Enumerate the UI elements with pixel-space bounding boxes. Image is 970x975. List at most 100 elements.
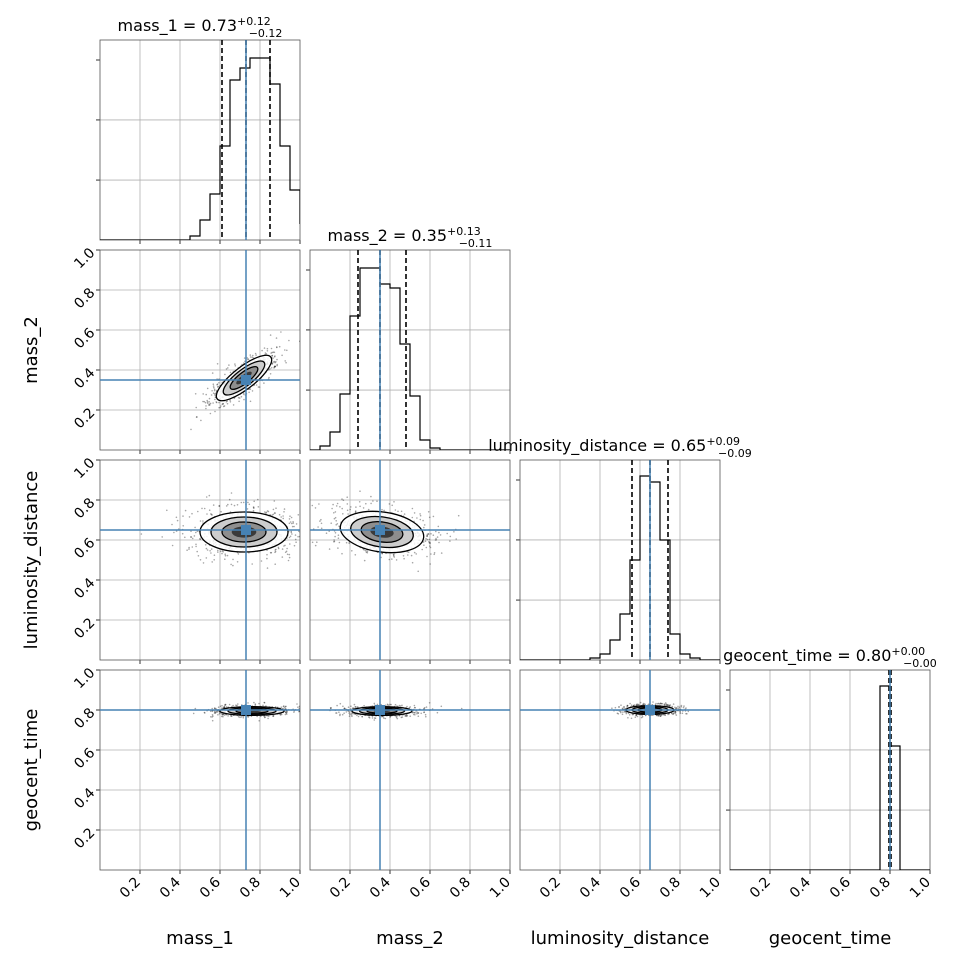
sample-point <box>252 507 255 509</box>
sample-point <box>311 504 314 507</box>
sample-point <box>222 551 224 553</box>
contour-line <box>210 516 278 548</box>
sample-point <box>251 390 254 392</box>
sample-point <box>346 503 349 505</box>
sample-point <box>351 712 354 715</box>
sample-point <box>372 500 374 502</box>
sample-point <box>674 712 677 715</box>
sample-point <box>395 559 398 561</box>
sample-point <box>361 716 364 718</box>
sample-point <box>659 715 662 717</box>
truth-marker <box>375 525 385 535</box>
y-tick-label: 0.6 <box>71 745 98 772</box>
sample-point <box>349 508 352 511</box>
sample-point <box>423 711 425 714</box>
sample-point <box>298 710 300 712</box>
sample-point <box>270 347 273 350</box>
sample-point <box>298 530 300 532</box>
sample-point <box>249 400 252 403</box>
sample-point <box>432 515 435 518</box>
sample-point <box>446 532 449 535</box>
sample-point <box>161 536 163 538</box>
sample-point <box>399 705 402 707</box>
sample-point <box>373 719 376 721</box>
sample-point <box>254 703 257 705</box>
sample-point <box>636 704 638 706</box>
sample-point <box>266 557 268 560</box>
sample-point <box>276 358 278 361</box>
sample-point <box>334 532 337 534</box>
sample-point <box>363 704 365 707</box>
sample-point <box>630 704 633 706</box>
sample-point <box>251 563 253 565</box>
sample-point <box>248 391 250 394</box>
sample-point <box>284 551 287 554</box>
sample-point <box>223 705 226 708</box>
sample-point <box>214 410 216 413</box>
sample-point <box>346 509 349 512</box>
sample-point <box>269 551 272 554</box>
sample-point <box>238 400 240 403</box>
sample-point <box>346 496 349 499</box>
sample-point <box>279 713 281 716</box>
sample-point <box>373 702 376 705</box>
sample-point <box>644 714 647 717</box>
sample-point <box>210 548 213 550</box>
sample-point <box>351 715 353 718</box>
sample-point <box>672 713 674 716</box>
sample-point <box>298 710 300 713</box>
sample-point <box>253 500 255 503</box>
sample-point <box>397 510 399 513</box>
sample-point <box>281 354 283 357</box>
sample-point <box>658 714 660 717</box>
sample-point <box>338 525 340 527</box>
sample-point <box>389 703 391 706</box>
sample-point <box>266 567 269 569</box>
sample-point <box>339 702 342 705</box>
sample-point <box>246 357 249 359</box>
sample-point <box>221 713 224 716</box>
sample-point <box>349 713 351 716</box>
sample-point <box>430 533 432 535</box>
sample-point <box>348 712 351 715</box>
sample-point <box>224 704 226 706</box>
sample-point <box>332 503 334 506</box>
sample-point <box>388 503 391 505</box>
sample-point <box>335 520 338 522</box>
sample-point <box>247 501 249 504</box>
sample-point <box>623 711 626 713</box>
sample-point <box>314 507 317 509</box>
sample-point <box>267 510 270 513</box>
sample-point <box>243 357 246 359</box>
sample-point <box>277 546 280 549</box>
x-tick-label: 0.2 <box>117 874 144 901</box>
sample-point <box>628 714 631 716</box>
sample-point <box>675 706 678 709</box>
sample-point <box>683 705 685 707</box>
xlabel-geocent-time: geocent_time <box>769 928 892 949</box>
sample-point <box>213 712 216 714</box>
sample-point <box>664 714 666 717</box>
truth-marker <box>241 525 251 535</box>
joint-mass-2-luminosity-distance <box>310 460 510 660</box>
sample-point <box>429 563 432 565</box>
sample-point <box>220 707 223 709</box>
sample-point <box>630 717 633 720</box>
sample-point <box>336 502 339 505</box>
sample-point <box>208 494 211 497</box>
joint-mass-2-geocent-time <box>310 670 510 870</box>
sample-point <box>621 713 624 716</box>
sample-point <box>222 714 224 716</box>
sample-point <box>205 405 207 407</box>
sample-point <box>237 396 240 399</box>
sample-point <box>271 351 274 354</box>
sample-point <box>339 714 341 717</box>
sample-point <box>217 386 219 388</box>
sample-point <box>257 386 260 388</box>
sample-point <box>368 717 371 719</box>
sample-point <box>206 513 208 515</box>
sample-point <box>280 331 282 333</box>
sample-point <box>226 402 229 405</box>
sample-point <box>357 715 360 718</box>
x-tick-label: 0.8 <box>657 874 684 901</box>
